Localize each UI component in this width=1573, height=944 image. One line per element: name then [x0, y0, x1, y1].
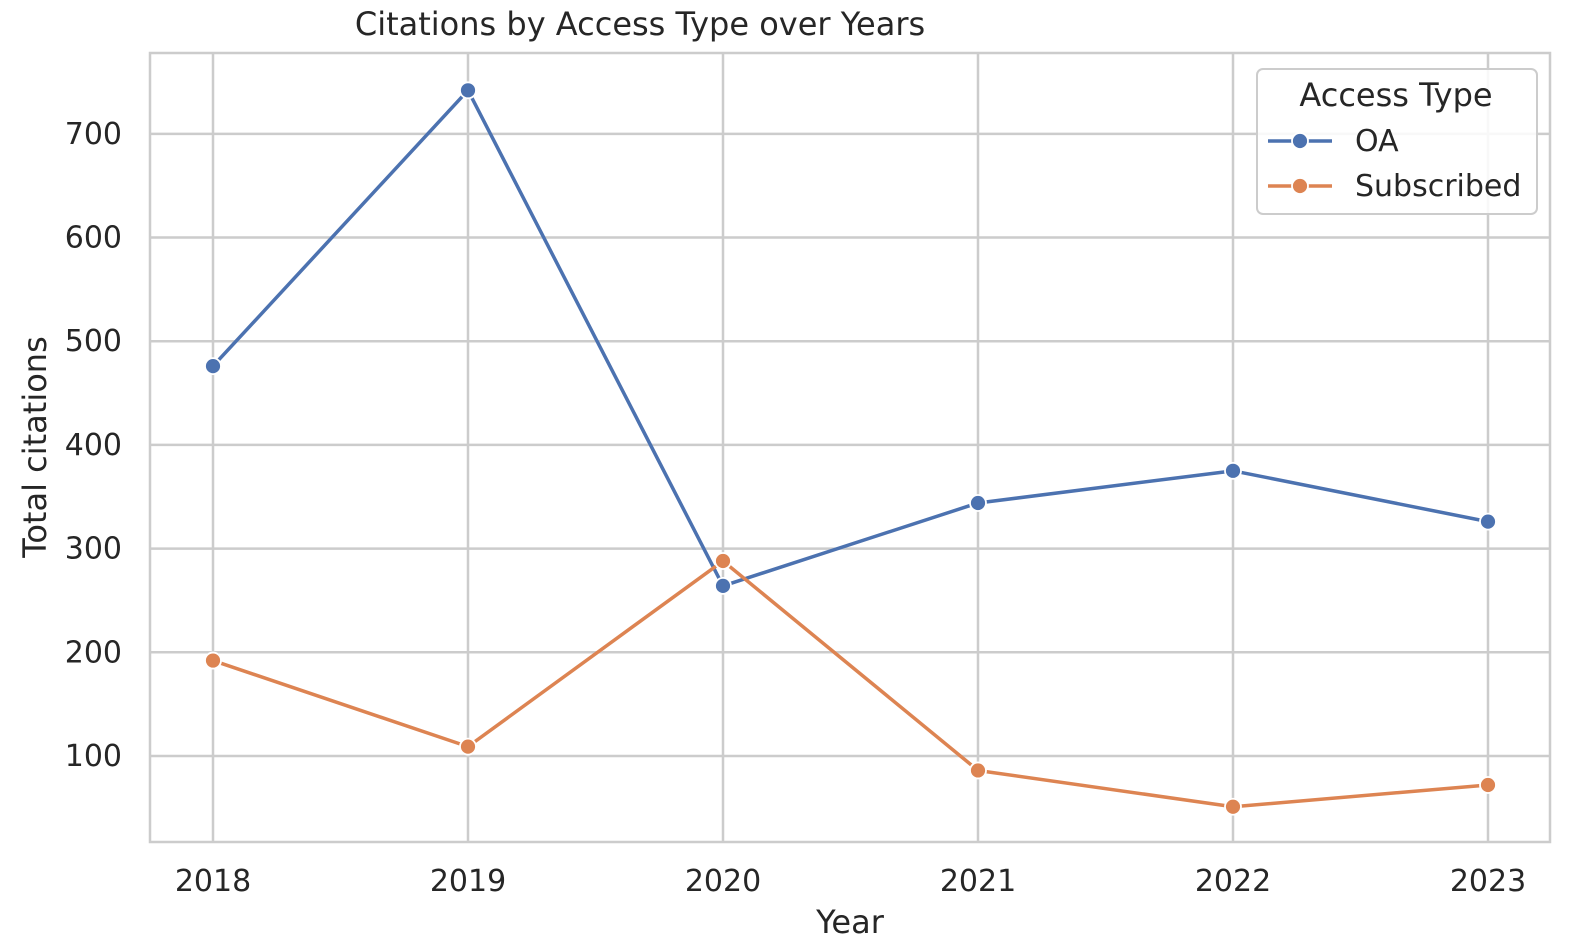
legend-box	[1256, 68, 1538, 215]
x-tick-label: 2023	[1450, 864, 1526, 899]
x-axis-title: Year	[815, 903, 885, 941]
data-point-oa	[714, 577, 732, 595]
legend-label-oa: OA	[1355, 124, 1399, 159]
series-line-subscribed	[211, 559, 1490, 809]
legend-items: OA Subscribed	[1268, 124, 1521, 204]
legend-marker-oa	[1291, 132, 1309, 150]
y-tick-label: 500	[65, 324, 122, 359]
y-tick-label: 300	[65, 532, 122, 567]
data-point-oa	[459, 81, 477, 100]
y-tick-label: 200	[65, 635, 122, 670]
data-point-oa	[1224, 461, 1242, 480]
y-axis-title: Total citations	[16, 336, 54, 559]
y-tick-label: 700	[65, 117, 122, 152]
x-tick-label: 2019	[430, 864, 506, 899]
data-point-oa	[204, 357, 222, 376]
legend: Access Type OA Subscribed	[1256, 68, 1538, 215]
x-tick-label: 2022	[1195, 864, 1271, 899]
data-point-subscribed	[969, 761, 987, 780]
legend-title: Access Type	[1299, 76, 1492, 114]
grid-lines	[150, 53, 1550, 842]
x-tick-label: 2021	[940, 864, 1016, 899]
series-layer	[204, 81, 1497, 816]
data-point-subscribed	[1479, 776, 1497, 794]
y-tick-label: 400	[65, 428, 122, 463]
data-point-oa	[1479, 512, 1497, 531]
data-point-oa	[969, 494, 987, 512]
series-line-oa	[211, 88, 1490, 588]
x-tick-label: 2018	[175, 864, 251, 899]
data-point-subscribed	[714, 552, 732, 570]
data-point-subscribed	[1224, 797, 1242, 816]
plot-frame	[148, 51, 1552, 844]
legend-marker-subscribed	[1291, 177, 1309, 195]
tick-labels: 2018 2019 2020 2021 2022 2023 100 200 300 400 500 6…	[65, 117, 1526, 899]
legend-label-subscribed: Subscribed	[1355, 169, 1521, 204]
data-point-subscribed	[204, 651, 222, 670]
y-tick-label: 100	[65, 739, 122, 774]
x-tick-label: 2020	[685, 864, 761, 899]
chart-title: Citations by Access Type over Years	[355, 5, 925, 43]
y-tick-label: 600	[65, 221, 122, 256]
data-point-subscribed	[459, 737, 477, 756]
